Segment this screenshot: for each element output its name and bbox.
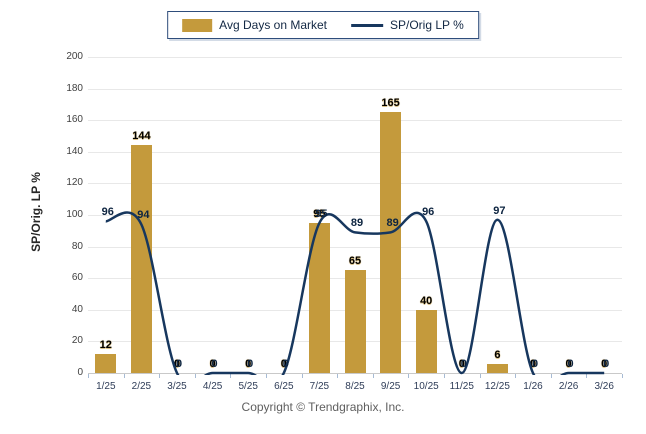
bar [344,270,366,373]
x-axis-line [88,373,622,374]
x-axis-tickmark [444,374,445,378]
chart-legend: Avg Days on Market SP/Orig LP % [167,11,479,39]
x-axis-tickmark [372,374,374,378]
y-axis-tick-label: 160 [66,114,83,126]
bar-value-label: 65 [348,255,362,268]
bar [380,112,402,373]
line-value-label: 0 [460,358,467,370]
bar-swatch-icon [182,18,213,32]
y-axis-tick-label: 120 [66,177,83,189]
line-value-label: 0 [211,358,218,370]
y-axis-tick-label: 180 [66,82,83,94]
line-value-label: 0 [531,358,539,370]
x-axis-tick-label: 7/25 [309,381,330,392]
line-value-label: 96 [101,206,114,219]
x-axis-tick-label: 9/25 [380,381,401,392]
x-axis-tickmark [408,374,410,378]
y-axis-tick-label: 200 [66,51,83,62]
x-axis-tickmark [123,374,125,378]
bar-value-label: 165 [381,97,400,110]
x-axis-tickmark [550,374,552,378]
legend-item-bar: Avg Days on Market [182,18,327,32]
gridline [88,88,622,90]
gridline [88,215,622,216]
x-axis-tickmark [301,374,303,378]
x-axis-tick-label: 10/25 [413,381,439,392]
y-axis-tick-label: 20 [71,335,83,347]
x-axis-tick-label: 12/25 [484,381,510,392]
gridline [88,57,622,58]
y-axis-tick-label: 140 [66,145,83,157]
bar [95,354,117,373]
y-axis-title: SP/Orig. LP % [29,172,43,252]
x-axis-tick-label: 3/26 [594,381,614,392]
x-axis-tickmark [586,374,588,378]
x-axis-tick-label: 1/26 [523,381,543,392]
y-axis-tick-label: 100 [66,209,83,220]
x-axis-tickmark [88,374,89,378]
line-value-label: 0 [247,358,254,370]
x-axis-tickmark [159,374,161,378]
line-value-label: 89 [350,217,364,230]
x-axis-tick-label: 2/25 [131,381,152,392]
y-axis-tick-label: 60 [71,272,83,284]
y-axis-tick-label: 80 [71,240,83,252]
bar-value-label: 12 [99,339,112,352]
x-axis-tickmark [337,374,339,378]
line-value-label: 0 [567,358,574,370]
bar [486,363,508,373]
y-axis-tick-label: 0 [77,367,83,378]
bar [130,145,152,373]
legend-line-label: SP/Orig LP % [390,18,464,32]
line-value-label: 96 [422,206,435,219]
line-value-label: 0 [603,358,610,370]
x-axis-tick-label: 11/25 [449,381,474,392]
line-value-label: 95 [315,207,328,220]
line-value-label: 0 [282,358,289,370]
x-axis-tickmark [194,374,196,378]
line-swatch-icon [351,23,384,27]
x-axis-tick-label: 5/25 [238,381,258,392]
x-axis-tick-label: 2/26 [558,381,579,392]
line-value-label: 94 [137,209,150,222]
bar-value-label: 144 [132,130,151,143]
legend-bar-label: Avg Days on Market [219,18,328,32]
x-axis-tickmark [479,374,481,378]
x-axis-tick-label: 6/25 [274,381,294,392]
gridline [88,246,622,248]
x-axis-tickmark [515,374,517,378]
legend-item-line: SP/Orig LP % [351,18,464,32]
x-axis-tickmark [230,374,232,378]
x-axis-tick-label: 4/25 [202,381,223,392]
copyright-text: Copyright © Trendgraphix, Inc. [241,400,405,414]
gridline [88,120,622,122]
x-axis-tick-label: 1/25 [96,381,116,392]
x-axis-tick-label: 3/25 [167,381,187,392]
y-axis-tick-label: 40 [71,303,83,315]
line-value-label: 0 [175,358,183,370]
x-axis-tickmark [622,374,623,378]
bar [308,222,330,373]
line-value-label: 97 [493,204,506,217]
bar-value-label: 40 [420,294,433,307]
gridline [88,151,622,153]
gridline [88,183,622,185]
x-axis-tickmark [266,374,267,378]
line-value-label: 89 [386,217,399,230]
bar [415,309,437,373]
x-axis-tick-label: 8/25 [345,381,365,392]
